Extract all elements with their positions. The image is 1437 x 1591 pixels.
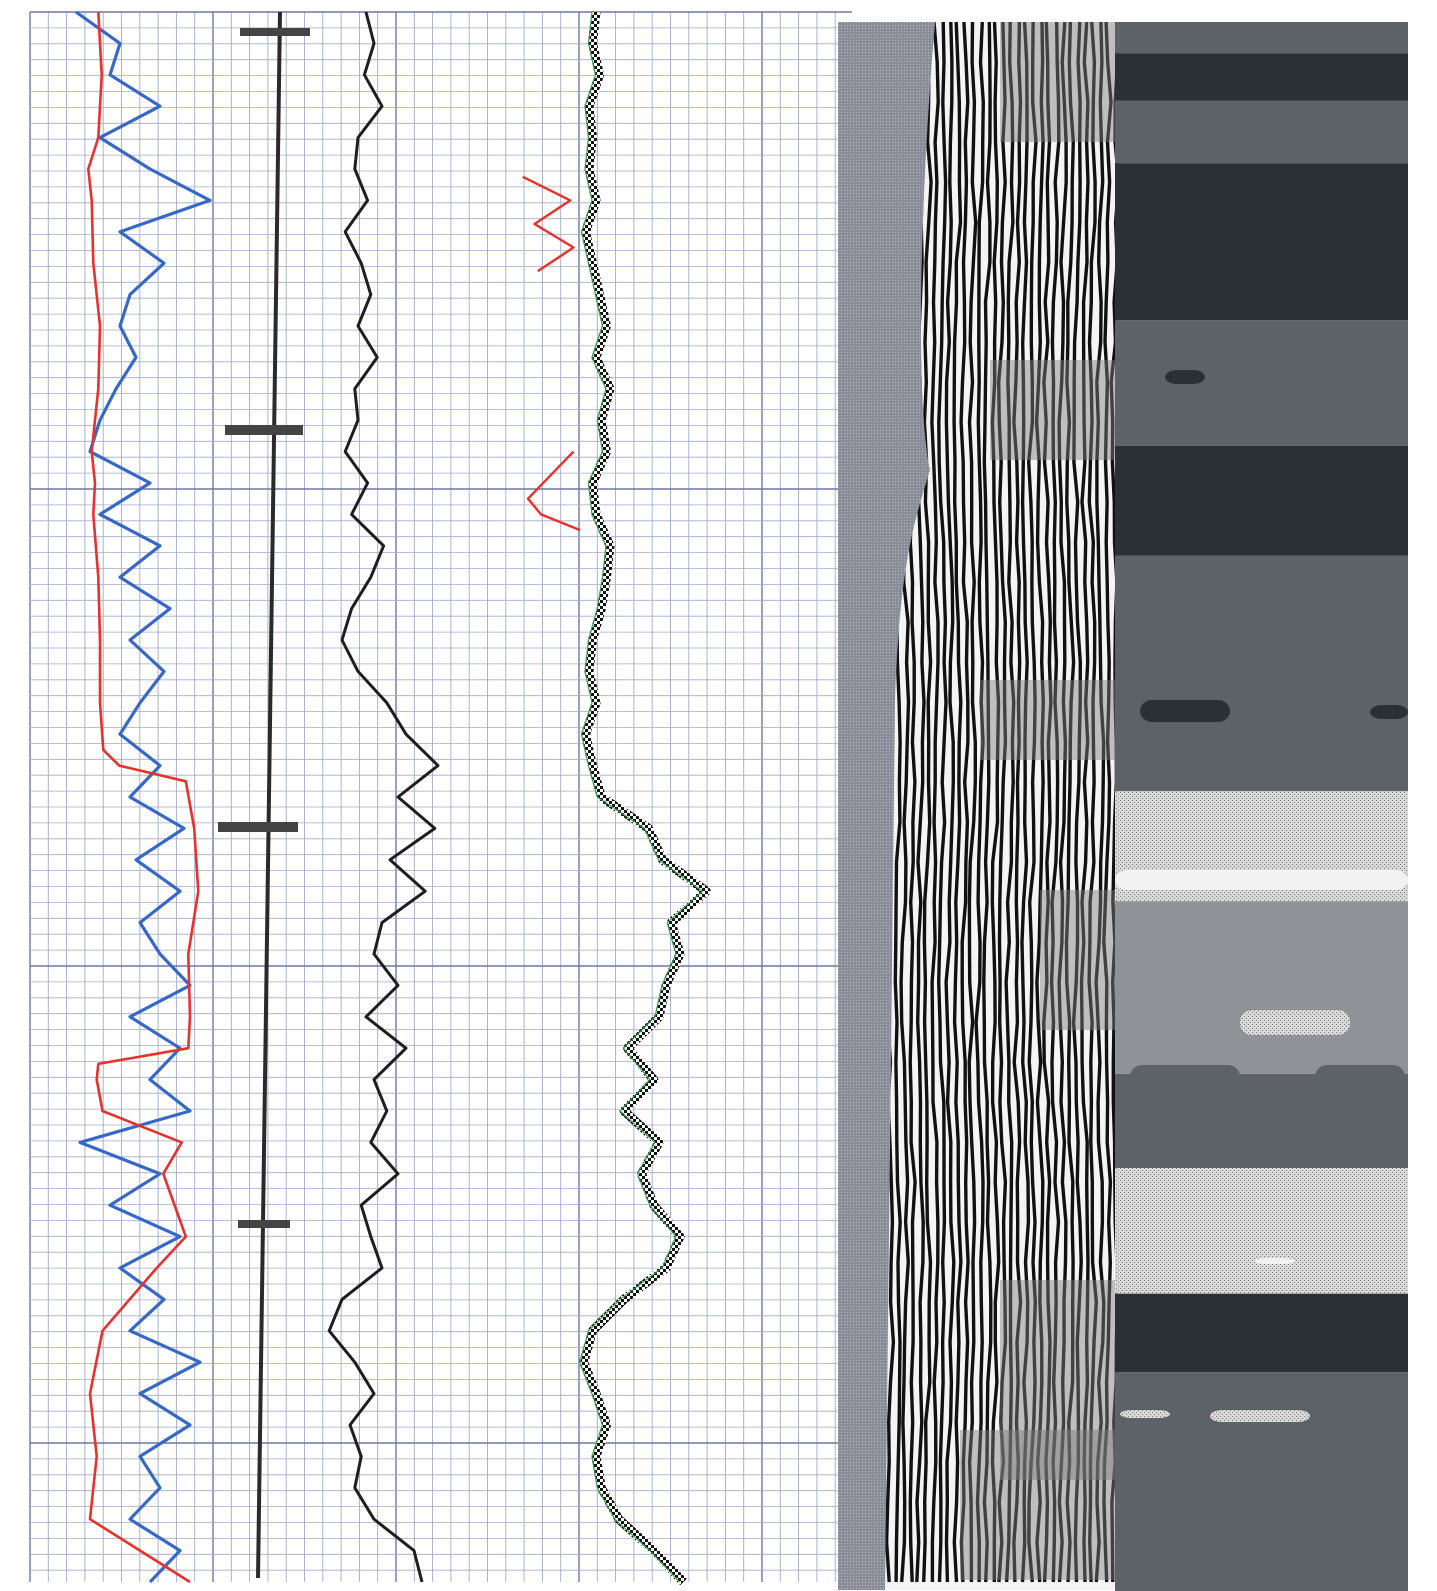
waveform-stripe (1034, 21, 1046, 1583)
waveform-stripe (922, 21, 933, 1583)
flag-curve-segment (526, 450, 581, 532)
waveform-edge (880, 22, 935, 1590)
facies-patch (1315, 1065, 1405, 1110)
facies-patch (1130, 1065, 1240, 1110)
waveform-stripe (1071, 21, 1083, 1583)
flag-curve-segment (522, 175, 575, 273)
facies-band (1115, 22, 1408, 54)
waveform-stripe (1049, 21, 1061, 1583)
facies-band (1115, 163, 1408, 321)
reference-line (256, 11, 282, 1579)
porosity-edge (579, 11, 704, 1583)
waveform-stripe (1064, 21, 1076, 1583)
waveform-stripe (996, 21, 1008, 1583)
image-tracks (838, 21, 1433, 1591)
waveform-stripe (967, 21, 978, 1583)
waveform-stripe (1004, 21, 1016, 1583)
facies-patch (1210, 1410, 1310, 1422)
waveform-stripe (1094, 21, 1106, 1583)
facies-band (1115, 555, 1408, 792)
waveform-noise-patch (990, 360, 1118, 460)
waveform-stripe (982, 21, 993, 1583)
grid-lines (29, 11, 852, 1582)
facies-band (1115, 100, 1408, 164)
facies-margin (1408, 22, 1433, 1590)
log-curves (75, 10, 711, 1586)
waveform-noise-patch (1040, 890, 1118, 1030)
facies-patch (1240, 1185, 1390, 1215)
waveform-stripe (1026, 21, 1038, 1583)
porosity-fill (579, 11, 711, 1586)
waveform-stripe (952, 21, 963, 1583)
waveform-stripe (930, 21, 940, 1582)
waveform-noise-patch (1000, 22, 1118, 142)
gamma-curve (75, 10, 212, 1584)
waveform-stripe (1042, 21, 1053, 1583)
waveform-stripe (974, 21, 986, 1583)
facies-patch (1120, 1410, 1170, 1418)
facies-band (1115, 1293, 1408, 1373)
caliper-curve (87, 11, 200, 1584)
facies-band (1115, 1372, 1408, 1591)
waveform-noise-patch (960, 1430, 1118, 1580)
reference-tick (238, 1220, 290, 1228)
waveform-stripe (936, 21, 948, 1583)
waveform-stripe (1057, 21, 1068, 1583)
facies-band (1115, 445, 1408, 556)
facies-patch (1240, 1010, 1350, 1035)
waveform-noise-patch (1000, 1280, 1118, 1480)
facies-band (1115, 901, 1408, 1074)
waveform-stripe (944, 21, 956, 1583)
reference-tick (240, 28, 310, 36)
facies-band (1115, 320, 1408, 446)
reference-tick (225, 425, 303, 435)
facies-patch (1370, 705, 1408, 719)
resistivity-curve (327, 11, 440, 1583)
waveform-stripe (959, 21, 970, 1583)
waveform-stripe (990, 21, 1001, 1582)
facies-patch (1115, 870, 1408, 890)
facies-patch (1140, 700, 1230, 722)
waveform-stripe (1079, 21, 1090, 1583)
waveform-stripe (1102, 21, 1113, 1583)
facies-patch (1255, 1258, 1295, 1264)
facies-band (1115, 53, 1408, 101)
waveform-stripe (1020, 21, 1031, 1583)
waveform-noise-patch (980, 680, 1118, 760)
facies-patch (1165, 370, 1205, 384)
waveform-stripe (1012, 21, 1023, 1583)
waveform-stripe (1087, 21, 1099, 1583)
reference-tick (218, 822, 298, 832)
